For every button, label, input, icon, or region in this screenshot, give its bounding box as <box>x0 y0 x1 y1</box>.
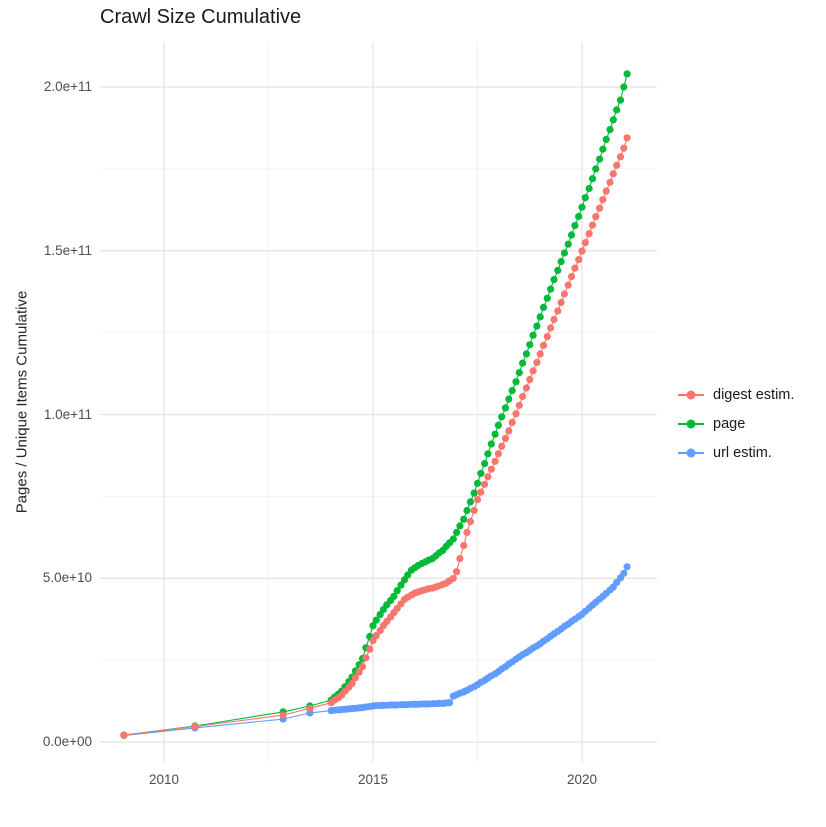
digest-estim-key-icon <box>678 390 704 400</box>
y-tick-label: 0.0e+00 <box>42 734 92 749</box>
y-axis-title: Pages / Unique Items Cumulative <box>13 290 31 514</box>
legend-label: page <box>713 415 746 432</box>
x-tick-label: 2015 <box>357 772 389 787</box>
chart-title: Crawl Size Cumulative <box>100 6 302 28</box>
legend-label: digest estim. <box>713 386 795 403</box>
y-tick-label: 2.0e+11 <box>43 79 92 94</box>
legend-item-page: page <box>678 409 794 438</box>
y-tick-label: 1.5e+11 <box>43 242 92 258</box>
legend-label: url estim. <box>713 444 772 461</box>
x-tick-label: 2010 <box>148 772 180 787</box>
legend: digest estim. page url estim. <box>678 380 794 467</box>
y-tick-label: 1.0e+11 <box>43 406 92 422</box>
page-key-icon <box>678 419 704 429</box>
x-tick-label: 2020 <box>566 772 598 787</box>
legend-item-url-estim: url estim. <box>678 438 794 467</box>
series-digest-estim- <box>120 134 631 739</box>
legend-item-digest-estim: digest estim. <box>678 380 794 409</box>
url-estim-key-icon <box>678 448 704 458</box>
series-url-estim- <box>120 563 631 740</box>
y-tick-label: 5.0e+10 <box>42 570 92 586</box>
